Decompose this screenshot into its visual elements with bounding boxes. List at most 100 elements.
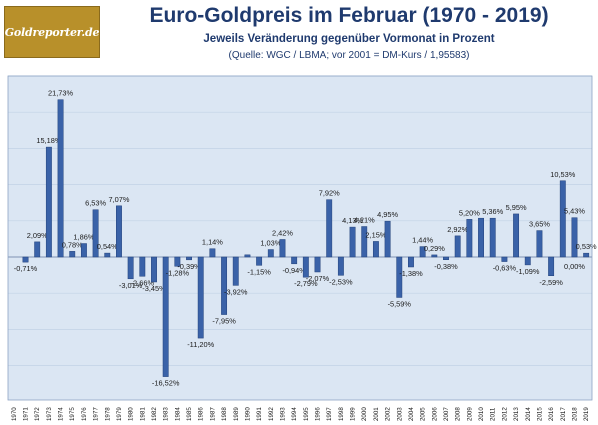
- x-tick-label-1979: 1979: [116, 407, 123, 421]
- x-tick-label-1972: 1972: [34, 407, 41, 421]
- x-tick-label-2011: 2011: [490, 407, 497, 421]
- goldreporter-logo: Goldreporter.de: [4, 6, 100, 58]
- bar-2011: [489, 217, 496, 258]
- data-label-2005: 1,44%: [412, 236, 433, 245]
- bar-1976: [80, 243, 87, 258]
- x-tick-label-1976: 1976: [81, 407, 88, 421]
- plot-border: [7, 75, 593, 401]
- bar-1980: [127, 256, 134, 280]
- x-tick-label-1993: 1993: [279, 407, 286, 421]
- x-tick-label-1978: 1978: [104, 407, 111, 421]
- x-tick-label-1971: 1971: [23, 407, 30, 421]
- chart-source-note: (Quelle: WGC / LBMA; vor 2001 = DM-Kurs …: [228, 50, 470, 61]
- data-label-1985: -0,39%: [177, 262, 201, 271]
- x-tick-label-2007: 2007: [443, 407, 450, 421]
- bar-2005: [419, 246, 426, 258]
- data-label-1997: 7,92%: [319, 189, 340, 198]
- data-label-2017: 10,53%: [550, 170, 575, 179]
- bar-1989: [232, 256, 239, 286]
- x-tick-label-1970: 1970: [11, 407, 18, 421]
- bar-2010: [478, 217, 484, 258]
- data-label-2008: 2,92%: [447, 225, 468, 234]
- data-label-1984: -1,28%: [166, 268, 190, 277]
- x-tick-label-2009: 2009: [466, 407, 473, 421]
- x-tick-label-1985: 1985: [186, 407, 193, 421]
- x-tick-label-2006: 2006: [431, 407, 438, 421]
- bar-1974: [57, 99, 64, 258]
- data-label-2019: 0,53%: [576, 242, 597, 251]
- bar-1998: [337, 256, 344, 276]
- data-label-2011: 5,36%: [482, 207, 503, 216]
- data-label-1975: 0,78%: [62, 240, 83, 249]
- x-tick-label-2018: 2018: [571, 407, 578, 421]
- x-tick-label-2014: 2014: [525, 407, 532, 421]
- x-tick-label-1982: 1982: [151, 407, 158, 421]
- bar-1987: [209, 248, 216, 258]
- data-label-2000: 4,21%: [354, 216, 375, 225]
- x-tick-label-2008: 2008: [455, 407, 462, 421]
- bar-1996: [314, 256, 321, 273]
- bar-2019: [583, 252, 590, 258]
- bar-2006: [431, 254, 438, 258]
- bar-1995: [302, 256, 309, 278]
- bar-1994: [291, 256, 298, 265]
- data-label-1987: 1,14%: [202, 238, 223, 247]
- x-tick-label-1983: 1983: [163, 407, 170, 421]
- data-label-1986: -11,20%: [187, 340, 214, 349]
- data-label-1983: -16,52%: [152, 379, 180, 388]
- x-tick-label-1975: 1975: [69, 407, 76, 421]
- bar-1993: [279, 239, 286, 258]
- bar-2017: [559, 180, 566, 258]
- bar-1983: [162, 256, 169, 377]
- bar-2003: [396, 256, 403, 298]
- bar-2008: [454, 235, 461, 258]
- data-label-1973: 15,18%: [36, 136, 61, 145]
- data-label-2006: 0,29%: [424, 244, 445, 253]
- x-tick-label-1980: 1980: [128, 407, 135, 421]
- chart-subtitle: Jeweils Veränderung gegenüber Vormonat i…: [203, 33, 495, 45]
- x-tick-label-2012: 2012: [501, 407, 508, 421]
- data-label-2002: 4,95%: [377, 210, 398, 219]
- bar-2013: [513, 213, 520, 258]
- x-tick-label-2001: 2001: [373, 407, 380, 421]
- bar-2009: [466, 219, 473, 258]
- data-label-1972: 2,09%: [27, 231, 48, 240]
- x-tick-label-1984: 1984: [174, 407, 181, 421]
- x-tick-label-2005: 2005: [420, 407, 427, 421]
- bar-2001: [372, 241, 379, 258]
- data-label-1981: -2,66%: [131, 278, 155, 287]
- bar-2014: [524, 256, 531, 266]
- data-label-1979: 7,07%: [108, 195, 129, 204]
- bar-1978: [104, 252, 111, 258]
- data-label-1993: 2,42%: [272, 228, 293, 237]
- x-tick-label-1997: 1997: [326, 407, 333, 421]
- x-tick-label-1999: 1999: [350, 407, 357, 421]
- data-label-1971: -0,71%: [14, 264, 38, 273]
- data-label-2001: 2,15%: [365, 230, 386, 239]
- data-label-1992: 1,03%: [260, 239, 281, 248]
- bar-1985: [186, 256, 192, 261]
- data-label-2013: 5,95%: [506, 203, 527, 212]
- bar-1981: [139, 256, 146, 277]
- x-tick-label-2002: 2002: [385, 407, 392, 421]
- data-label-2009: 5,20%: [459, 208, 480, 217]
- chart-title: Euro-Goldpreis im Februar (1970 - 2019): [149, 4, 549, 27]
- data-label-1989: -3,92%: [224, 287, 248, 296]
- bar-2004: [408, 256, 414, 268]
- data-label-2003: -5,59%: [388, 299, 412, 308]
- bar-1984: [174, 256, 181, 267]
- data-label-2007: -0,38%: [434, 262, 458, 271]
- x-tick-label-1994: 1994: [291, 407, 298, 421]
- x-tick-label-2003: 2003: [396, 407, 403, 421]
- data-label-1996: -2,07%: [306, 274, 330, 283]
- data-label-2014: -1,09%: [516, 267, 540, 276]
- bar-1997: [326, 199, 333, 258]
- x-tick-label-1986: 1986: [198, 407, 205, 421]
- x-tick-label-1998: 1998: [338, 407, 345, 421]
- data-label-2018: 5,43%: [564, 207, 585, 216]
- bar-1991: [256, 256, 263, 266]
- bar-1971: [22, 256, 29, 263]
- x-tick-label-1977: 1977: [93, 407, 100, 421]
- data-label-2015: 3,65%: [529, 220, 550, 229]
